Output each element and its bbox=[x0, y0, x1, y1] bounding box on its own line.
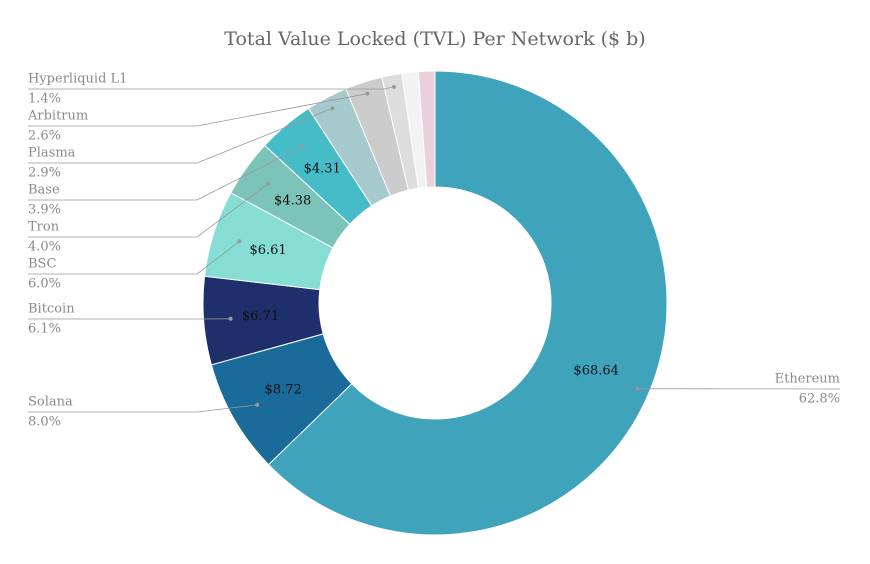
leader-line bbox=[28, 404, 258, 413]
percent-label: 62.8% bbox=[799, 392, 840, 407]
category-label: Ethereum bbox=[775, 372, 840, 387]
slice bbox=[417, 70, 436, 188]
percent-label: 8.0% bbox=[28, 415, 61, 430]
chart-title: Total Value Locked (TVL) Per Network ($ … bbox=[224, 28, 645, 50]
leader-line bbox=[28, 183, 269, 238]
value-label: $6.61 bbox=[249, 243, 286, 258]
category-label: Bitcoin bbox=[28, 302, 75, 317]
category-label: BSC bbox=[28, 257, 56, 272]
leader-line bbox=[28, 241, 240, 275]
leader-dot bbox=[391, 84, 396, 89]
category-label: Arbitrum bbox=[27, 109, 88, 124]
value-label: $68.64 bbox=[573, 364, 619, 379]
slice bbox=[267, 70, 668, 536]
value-label: $4.38 bbox=[274, 194, 311, 209]
percent-label: 4.0% bbox=[28, 240, 61, 255]
value-label: $6.71 bbox=[242, 309, 279, 324]
leader-dot bbox=[300, 144, 305, 149]
category-label: Hyperliquid L1 bbox=[28, 72, 127, 87]
percent-label: 6.1% bbox=[28, 322, 61, 337]
value-label: $8.72 bbox=[265, 382, 302, 397]
percent-label: 2.9% bbox=[28, 166, 61, 181]
category-label: Tron bbox=[28, 220, 60, 235]
leader-dot bbox=[255, 402, 260, 407]
leader-dot bbox=[266, 181, 271, 186]
percent-label: 1.4% bbox=[28, 92, 61, 107]
category-label: Plasma bbox=[28, 146, 76, 161]
value-label: $4.31 bbox=[304, 162, 341, 177]
leader-dot bbox=[330, 106, 335, 111]
leader-line bbox=[28, 93, 368, 127]
leader-line bbox=[28, 108, 333, 164]
percent-label: 6.0% bbox=[28, 277, 61, 292]
category-label: Solana bbox=[28, 395, 73, 410]
percent-label: 3.9% bbox=[28, 203, 61, 218]
leader-dot bbox=[237, 239, 242, 244]
leader-dot bbox=[365, 91, 370, 96]
leader-dot bbox=[635, 386, 640, 391]
percent-label: 2.6% bbox=[28, 129, 61, 144]
category-label: Base bbox=[28, 183, 60, 198]
leader-line bbox=[28, 145, 304, 201]
leader-line bbox=[28, 86, 395, 90]
leader-dot bbox=[228, 316, 233, 321]
